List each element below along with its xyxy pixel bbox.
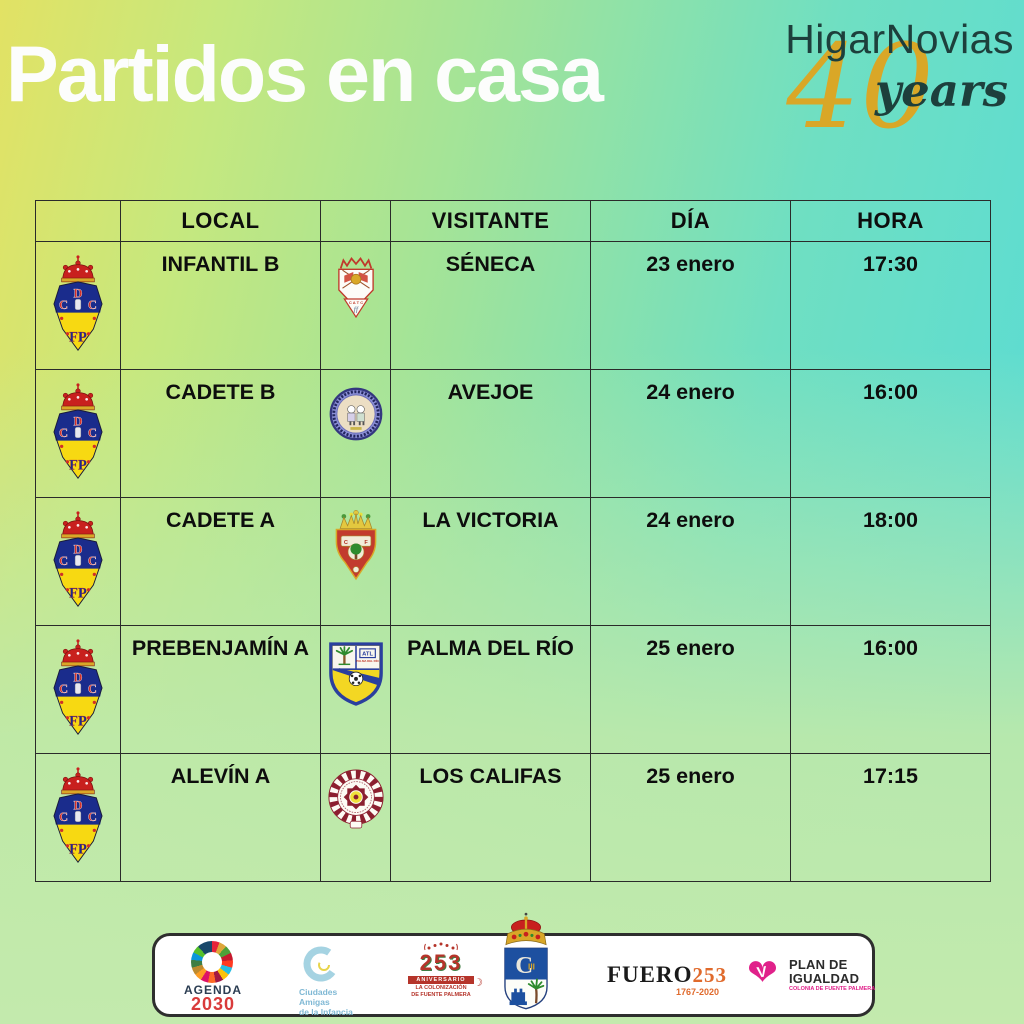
date-cell: 25 enero: [590, 625, 791, 754]
sponsor-bar: AGENDA 2030 Ciudades Amigas de la Infanc…: [152, 933, 875, 1017]
agenda-2030-year: 2030: [190, 994, 236, 1014]
aniversario-band: ANIVERSARIO: [408, 976, 474, 984]
page-title: Partidos en casa: [6, 29, 604, 118]
header-row: LOCAL VISITANTE DÍA HORA: [35, 200, 991, 242]
atletico-palma-del-rio-crest-icon: [327, 640, 385, 708]
visitor-crest-cell: [320, 753, 391, 882]
time-cell: 16:00: [790, 625, 991, 754]
cdc-fuente-palmera-crest-icon: [49, 382, 107, 482]
seneca-crest-icon: [329, 252, 383, 346]
brand-name: HigarNovias: [785, 16, 1014, 62]
time-cell: 17:30: [790, 241, 991, 370]
date-cell: 24 enero: [590, 497, 791, 626]
visitor-logo-header: [320, 200, 391, 242]
ciudades-line1: Ciudades: [299, 987, 338, 997]
los-califas-badge-icon: [327, 768, 385, 830]
cdc-fuente-palmera-crest-icon: [49, 254, 107, 354]
agenda-2030-wheel-icon: [191, 941, 233, 983]
time-cell: 18:00: [790, 497, 991, 626]
local-team-cell: INFANTIL B: [120, 241, 321, 370]
cdc-fuente-palmera-crest-icon: [49, 638, 107, 738]
visitor-team-cell: LA VICTORIA: [390, 497, 591, 626]
anniversary-40-numeral: 40: [786, 20, 934, 155]
visitor-crest-cell: [320, 369, 391, 498]
date-cell: 25 enero: [590, 753, 791, 882]
fixture-row: ALEVÍN A LOS CALIFAS 25 enero 17:15: [35, 753, 991, 882]
agenda-2030-label: AGENDA: [183, 983, 242, 997]
visitor-team-cell: AVEJOE: [390, 369, 591, 498]
fixture-row: PREBENJAMÍN A PALMA DEL RÍO 25 enero 16:…: [35, 625, 991, 754]
fuero-253-logo: FUERO253 1767-2020: [607, 962, 727, 997]
plan-de-igualdad-label: PLAN DE IGUALDAD: [789, 958, 859, 985]
aniversario-caption2: DE FUENTE PALMERA: [411, 991, 471, 998]
time-cell: 16:00: [790, 369, 991, 498]
home-crest-cell: [35, 625, 121, 754]
heart-v-glyph: V: [755, 963, 769, 982]
heart-icon: ❤: [747, 952, 779, 993]
cdc-fuente-palmera-crest-icon: [49, 766, 107, 866]
fixtures-table: LOCAL VISITANTE DÍA HORA INFANTIL B SÉNE…: [35, 200, 991, 882]
local-header: LOCAL: [120, 200, 321, 242]
visitor-crest-cell: [320, 625, 391, 754]
local-team-cell: ALEVÍN A: [120, 753, 321, 882]
local-team-cell: PREBENJAMÍN A: [120, 625, 321, 754]
time-cell: 17:15: [790, 753, 991, 882]
hora-header: HORA: [790, 200, 991, 242]
local-team-cell: CADETE A: [120, 497, 321, 626]
fuero-dates: 1767-2020: [675, 987, 719, 997]
aniversario-caption1: LA COLONIZACIÓN: [415, 985, 467, 991]
ciudades-amigas-label: Ciudades Amigas de la Infancia: [287, 987, 369, 1017]
aniversario-number: 253: [419, 950, 463, 975]
brand-logo: 40 HigarNovias years: [684, 0, 1024, 150]
anniversary-years-word: years: [875, 64, 1008, 117]
dia-header: DÍA: [590, 200, 791, 242]
date-cell: 24 enero: [590, 369, 791, 498]
fuente-palmera-coat-of-arms-icon: [494, 906, 558, 1020]
cdc-fuente-palmera-crest-icon: [49, 510, 107, 610]
visitante-header: VISITANTE: [390, 200, 591, 242]
la-victoria-crest-icon: [328, 508, 384, 605]
fixture-row: INFANTIL B SÉNECA 23 enero 17:30: [35, 241, 991, 370]
visitor-team-cell: PALMA DEL RÍO: [390, 625, 591, 754]
plan-line2: IGUALDAD: [789, 970, 860, 986]
ciudades-line2: Amigas: [299, 996, 330, 1007]
home-crest-cell: [35, 241, 121, 370]
home-crest-cell: [35, 497, 121, 626]
visitor-crest-cell: [320, 241, 391, 370]
home-logo-header: [35, 200, 121, 242]
crescent-icon: ☽: [473, 977, 483, 989]
fixture-row: CADETE A LA VICTORIA 24 enero 18:00: [35, 497, 991, 626]
fixture-row: CADETE B AVEJOE 24 enero 16:00: [35, 369, 991, 498]
home-crest-cell: [35, 753, 121, 882]
fuero-number: 253: [692, 963, 727, 987]
plan-line1: PLAN DE: [789, 957, 848, 972]
home-crest-cell: [35, 369, 121, 498]
fuero-name: FUERO: [607, 962, 693, 987]
visitor-crest-cell: [320, 497, 391, 626]
avejoe-badge-icon: [328, 386, 384, 442]
253-aniversario-logo: 253 ANIVERSARIO LA COLONIZACIÓN DE FUENT…: [403, 942, 483, 998]
ciudades-line3: de la Infancia: [299, 1006, 353, 1017]
visitor-team-cell: SÉNECA: [390, 241, 591, 370]
plan-caption: COLONIA DE FUENTE PALMERA: [789, 986, 876, 992]
visitor-team-cell: LOS CALIFAS: [390, 753, 591, 882]
date-cell: 23 enero: [590, 241, 791, 370]
ciudades-amigas-icon: [299, 944, 343, 988]
local-team-cell: CADETE B: [120, 369, 321, 498]
